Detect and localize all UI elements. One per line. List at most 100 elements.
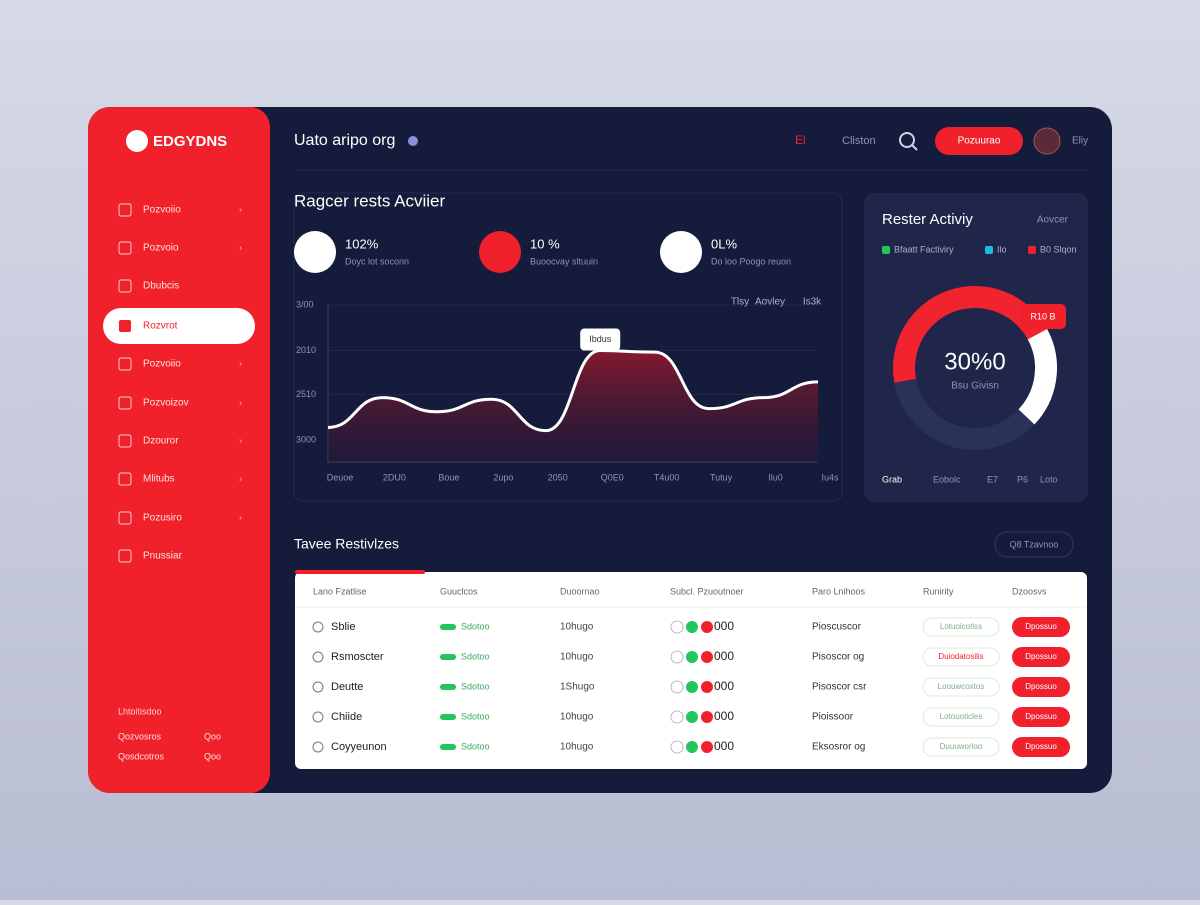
row-button-label[interactable]: Dpossuo [1025,652,1057,661]
cell-icon [701,651,713,663]
cell: 1Shugo [560,682,595,693]
cell: Sdotoo [461,621,490,631]
tag-label: Loouwcoxtos [938,682,985,691]
logo [126,130,148,152]
cell: Pisoscor csr [812,682,867,693]
nav-icon [118,511,132,525]
nav-item[interactable]: Pozvoiio [143,359,181,370]
cell-icon [670,710,684,724]
nav-icon [118,434,132,448]
row-icon [312,741,324,753]
donut-segment [893,286,1048,383]
header-item[interactable]: El [795,133,806,147]
activity-panel [293,192,843,502]
legend-item: Ilo [997,244,1007,254]
line [327,349,819,433]
nav-item[interactable]: Pozusiro [143,513,182,524]
status-dot [440,744,456,750]
tag [922,677,1000,697]
footer-link[interactable]: Qosdcotros [118,751,165,761]
row-button-label[interactable]: Dpossuo [1025,682,1057,691]
tag [922,707,1000,727]
filter-label[interactable]: Q8 Tzavnoo [1010,539,1059,549]
x-tick-label: Q0E0 [601,472,624,482]
user-name: Eliy [1072,136,1088,147]
nav-item[interactable]: Pnussiar [143,551,183,562]
button[interactable] [935,127,1023,155]
legend-swatch [985,246,993,254]
tag [922,737,1000,757]
nav-item[interactable]: Dzouror [143,436,179,447]
search-icon[interactable] [899,132,915,148]
row-button[interactable] [1012,737,1070,757]
header-title: Uato aripo org [294,132,395,149]
tag [922,617,1000,637]
tooltip [580,328,621,351]
cell: Chiide [331,711,362,723]
column-header: Lano Fzatlise [313,586,367,596]
nav-item[interactable]: Rozvrot [143,321,178,332]
x-tick-label: Ilu0 [768,472,783,482]
nav-item[interactable]: Dbubcis [143,281,179,292]
cell: 10hugo [560,742,594,753]
cell-icon [686,681,698,693]
legend-swatch [1028,246,1036,254]
nav-item[interactable]: Pozvoio [143,243,179,254]
cell: Deutte [331,681,363,693]
stat-value: 102% [345,236,379,251]
row-button-label[interactable]: Dpossuo [1025,742,1057,751]
x-tick-label: T4u00 [654,472,680,482]
nav-icon [119,320,131,332]
footer-link[interactable]: Qozvosros [118,731,162,741]
cell: Sdotoo [461,741,490,751]
nav-chevron: › [239,512,242,522]
nav-icon [118,279,132,293]
tag-label: Duuuworloo [940,742,983,751]
panel-title: Ragcer rests Acviier [294,191,445,210]
nav-item[interactable]: Pozvoizov [143,398,189,409]
cell-icon [686,651,698,663]
tab-indicator [295,570,425,574]
table-title: Tavee Restivlzes [294,536,399,552]
header-item[interactable]: Cliston [842,135,876,147]
table [295,572,1087,769]
row-button[interactable] [1012,617,1070,637]
row-icon [312,711,324,723]
stat-value: 0L% [711,236,737,251]
cell: 000 [714,619,734,633]
cell: Sdotoo [461,651,490,661]
row-button[interactable] [1012,707,1070,727]
nav-item[interactable]: Pozvoiio [143,205,181,216]
row-button[interactable] [1012,647,1070,667]
footer-link[interactable]: Qoo [204,731,221,741]
cell: Sblie [331,621,355,633]
stat-icon [479,231,521,273]
y-tick-label: 2510 [296,389,316,399]
cell-icon [670,740,684,754]
row-button-label[interactable]: Dpossuo [1025,712,1057,721]
panel-link[interactable]: Aovcer [1037,215,1069,226]
filter-button[interactable] [994,531,1074,558]
cell: 10hugo [560,622,594,633]
x-tick-label: Tutuy [710,472,733,482]
cell: Pioscuscor [812,622,862,633]
row-button[interactable] [1012,677,1070,697]
cell: Pisoscor og [812,652,864,663]
badge [1020,304,1066,329]
search-icon [911,144,918,151]
nav-active[interactable] [103,308,255,344]
button-label[interactable]: Pozuurao [958,136,1001,147]
stat-label: Buoocvay sltuuin [530,256,598,266]
tag-label: Lotuoicotlss [940,622,982,631]
nav-item[interactable]: Mlitubs [143,474,175,485]
avatar[interactable] [1033,127,1061,155]
cell: Sdotoo [461,711,490,721]
footer-link[interactable]: Qoo [204,751,221,761]
tag-label: Lotouoticles [940,712,983,721]
y-tick-label: 3000 [296,434,316,444]
legend-item: Aovley [755,297,785,308]
donut-segment [894,378,1035,450]
cell: Coyyeunon [331,741,387,753]
row-button-label[interactable]: Dpossuo [1025,622,1057,631]
